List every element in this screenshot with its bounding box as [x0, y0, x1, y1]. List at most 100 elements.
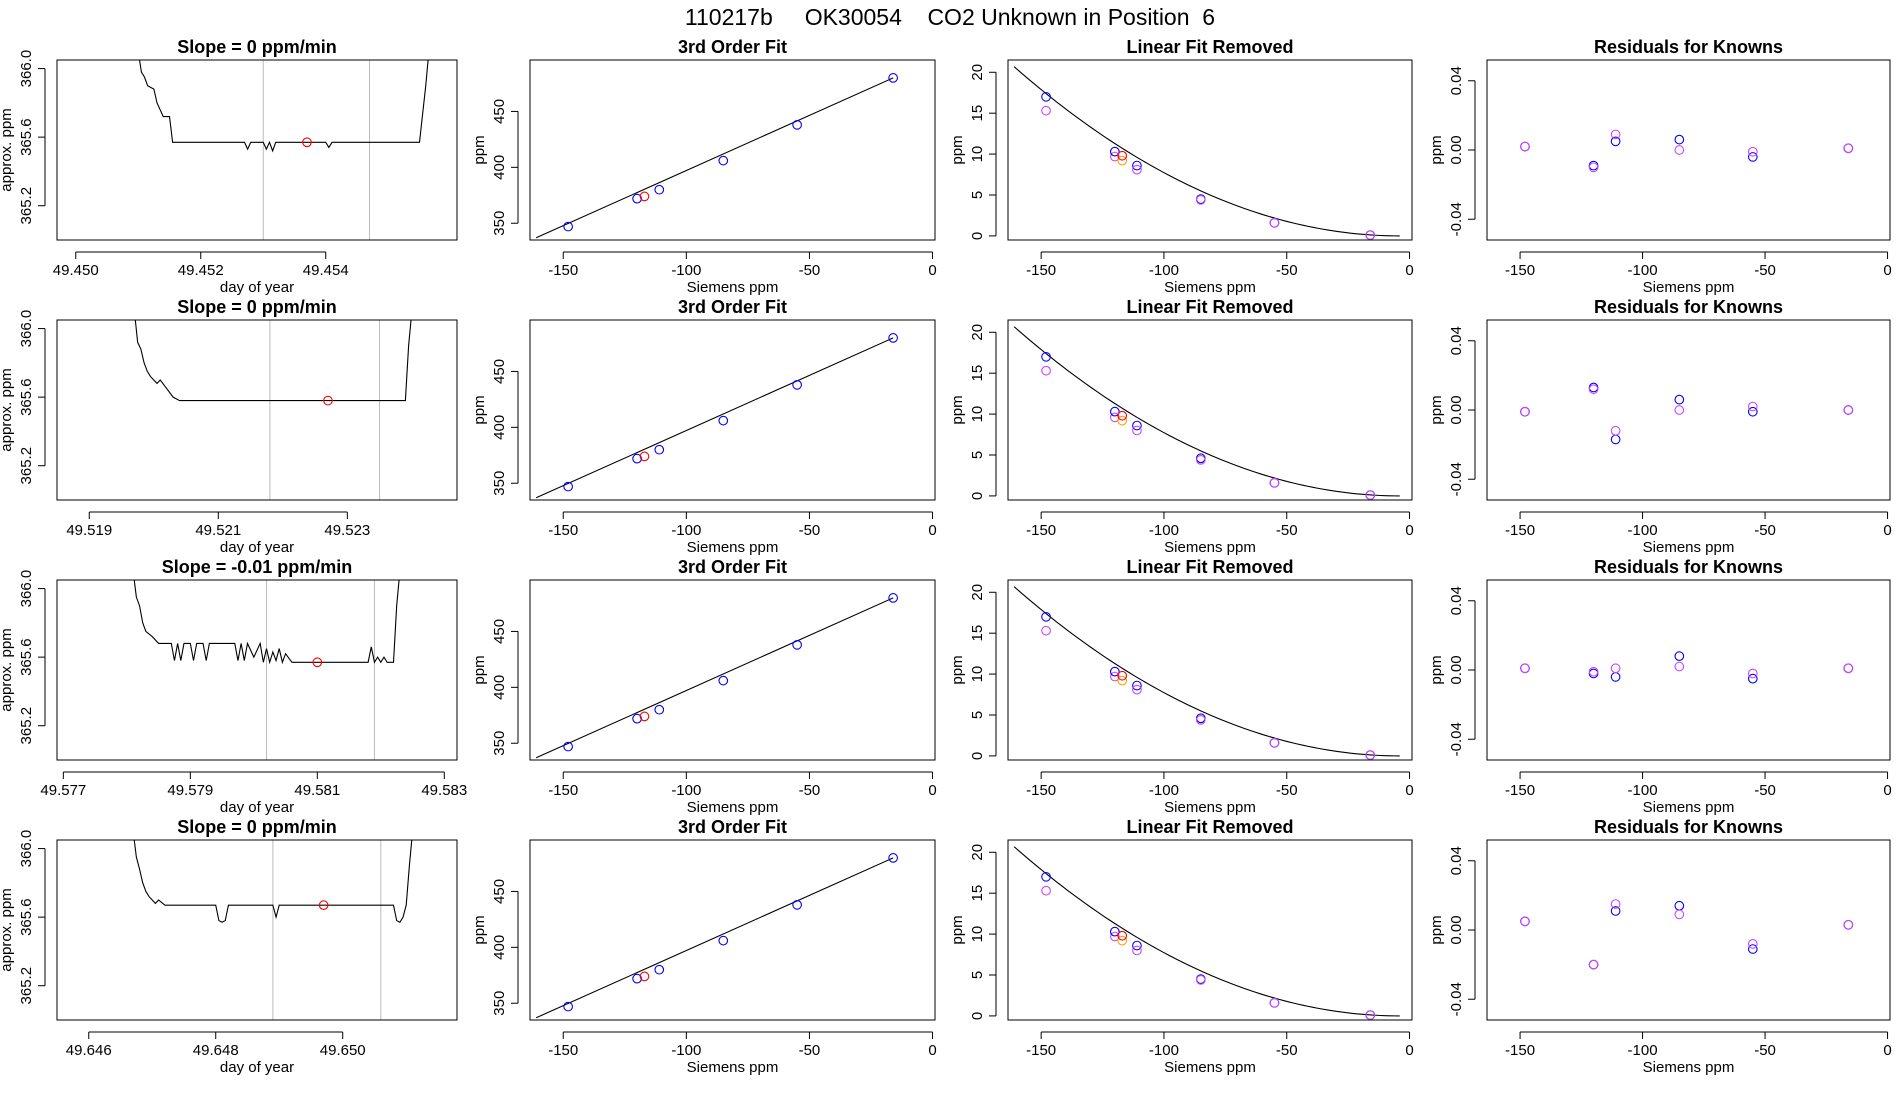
x-tick-label: -50 [1276, 782, 1298, 799]
data-layer [535, 853, 898, 1019]
panel-title: Slope = 0 ppm/min [177, 817, 337, 837]
chart-panel-slope-row2: Slope = 0 ppm/min 49.519 49.521 49.523 day o… [0, 297, 458, 556]
y-tick-label: 350 [491, 471, 508, 496]
x-tick-label: 0 [1405, 522, 1413, 539]
data-point [654, 964, 665, 975]
data-point [1117, 155, 1128, 166]
x-tick-label: -100 [1149, 522, 1179, 539]
plot-frame [56, 579, 458, 761]
chart-panel-linfit-row1: Linear Fit Removed -150 -100 -50 0 Siemens pp… [949, 37, 1414, 296]
x-tick-label: -50 [1276, 262, 1298, 279]
y-tick-label: 10 [969, 926, 986, 943]
y-tick-label: 10 [969, 666, 986, 683]
panel-title: 3rd Order Fit [678, 37, 787, 57]
data-point [1747, 152, 1758, 162]
chart-panel-slope-row4: Slope = 0 ppm/min 49.646 49.648 49.650 day o… [0, 817, 458, 1076]
data-layer [1520, 899, 1854, 970]
chart-panel-slope-row3: Slope = -0.01 ppm/min 49.577 49.579 49.581 4… [0, 557, 467, 816]
data-point [888, 333, 898, 343]
y-tick-label: 5 [969, 191, 986, 199]
x-tick-label: 0 [1405, 782, 1413, 799]
panel-title: Residuals for Knowns [1594, 297, 1783, 317]
data-point [1610, 906, 1621, 916]
x-tick-label: -100 [671, 522, 701, 539]
x-tick-label: -50 [1754, 782, 1776, 799]
x-tick-label: -100 [1149, 782, 1179, 799]
y-tick-label: -0.04 [1448, 982, 1465, 1016]
x-tick-label: -50 [799, 1042, 821, 1059]
y-tick-label: 450 [491, 619, 508, 644]
y-tick-label: 450 [491, 879, 508, 904]
data-point [1674, 900, 1685, 911]
data-point [563, 481, 574, 492]
y-axis-label: ppm [949, 655, 966, 684]
data-layer [1013, 846, 1400, 1020]
panel-title: Linear Fit Removed [1126, 557, 1293, 577]
y-tick-label: -0.04 [1448, 202, 1465, 236]
y-axis-label: approx. ppm [0, 628, 15, 711]
x-axis-label: Siemens ppm [1643, 279, 1735, 296]
y-tick-label: 0 [969, 492, 986, 500]
x-tick-label: -100 [671, 262, 701, 279]
fit-curve [1013, 846, 1400, 1017]
data-point [1674, 909, 1685, 920]
x-tick-label: 49.450 [53, 262, 99, 279]
data-point [1117, 410, 1128, 421]
x-axis-label: Siemens ppm [1643, 1059, 1735, 1076]
chart-panel-linfit-row4: Linear Fit Removed -150 -100 -50 0 Siemens pp… [949, 817, 1414, 1076]
plot-frame [1007, 59, 1413, 241]
x-axis-label: Siemens ppm [687, 799, 779, 816]
plot-frame [1486, 839, 1891, 1021]
series-line [134, 320, 412, 402]
data-point [318, 900, 329, 910]
y-tick-label: 5 [969, 971, 986, 979]
data-point [1520, 141, 1530, 152]
data-point [654, 704, 665, 715]
x-tick-label: 49.577 [40, 782, 86, 799]
y-tick-label: 0.04 [1448, 66, 1465, 95]
data-point [1610, 425, 1621, 436]
panel-title: Linear Fit Removed [1126, 817, 1293, 837]
y-axis-label: ppm [1428, 135, 1445, 164]
data-point [1132, 684, 1142, 695]
data-point [1109, 671, 1120, 682]
data-point [1843, 663, 1854, 674]
data-point [1588, 384, 1599, 395]
data-point [1520, 916, 1530, 927]
x-tick-label: -150 [1505, 782, 1535, 799]
data-point [1195, 455, 1206, 465]
y-axis-label: ppm [949, 915, 966, 944]
data-point [888, 853, 898, 863]
data-point [1117, 670, 1128, 681]
y-tick-label: 400 [491, 155, 508, 180]
fit-line [535, 597, 894, 759]
chart-panel-linfit-row2: Linear Fit Removed -150 -100 -50 0 Siemens pp… [949, 297, 1414, 556]
data-point [1109, 931, 1120, 942]
x-tick-label: 49.519 [66, 522, 112, 539]
data-point [1610, 129, 1621, 140]
chart-panel-fit-row4: 3rd Order Fit -150 -100 -50 0 Siemens ppm 350 4… [471, 817, 937, 1076]
x-tick-label: 0 [1405, 1042, 1413, 1059]
y-tick-label: 0 [969, 232, 986, 240]
y-tick-label: 365.6 [18, 378, 35, 416]
data-layer [1013, 66, 1400, 240]
chart-panel-linfit-row3: Linear Fit Removed -150 -100 -50 0 Siemens pp… [949, 557, 1414, 816]
x-tick-label: -150 [548, 262, 578, 279]
data-layer [1013, 586, 1400, 760]
y-axis-label: approx. ppm [0, 108, 15, 191]
y-tick-label: 365.2 [18, 967, 35, 1005]
fit-line [535, 77, 894, 239]
y-axis-label: ppm [949, 395, 966, 424]
y-tick-label: 0.00 [1448, 915, 1465, 944]
x-axis-label: Siemens ppm [687, 279, 779, 296]
data-point [718, 675, 729, 686]
y-tick-label: 400 [491, 675, 508, 700]
x-tick-label: -150 [548, 1042, 578, 1059]
data-point [792, 379, 802, 390]
data-point [718, 935, 729, 946]
x-tick-label: 49.579 [167, 782, 213, 799]
y-tick-label: 366.0 [18, 570, 35, 608]
y-axis-label: approx. ppm [0, 368, 15, 451]
data-point [1041, 105, 1051, 116]
y-tick-label: 0.00 [1448, 655, 1465, 684]
